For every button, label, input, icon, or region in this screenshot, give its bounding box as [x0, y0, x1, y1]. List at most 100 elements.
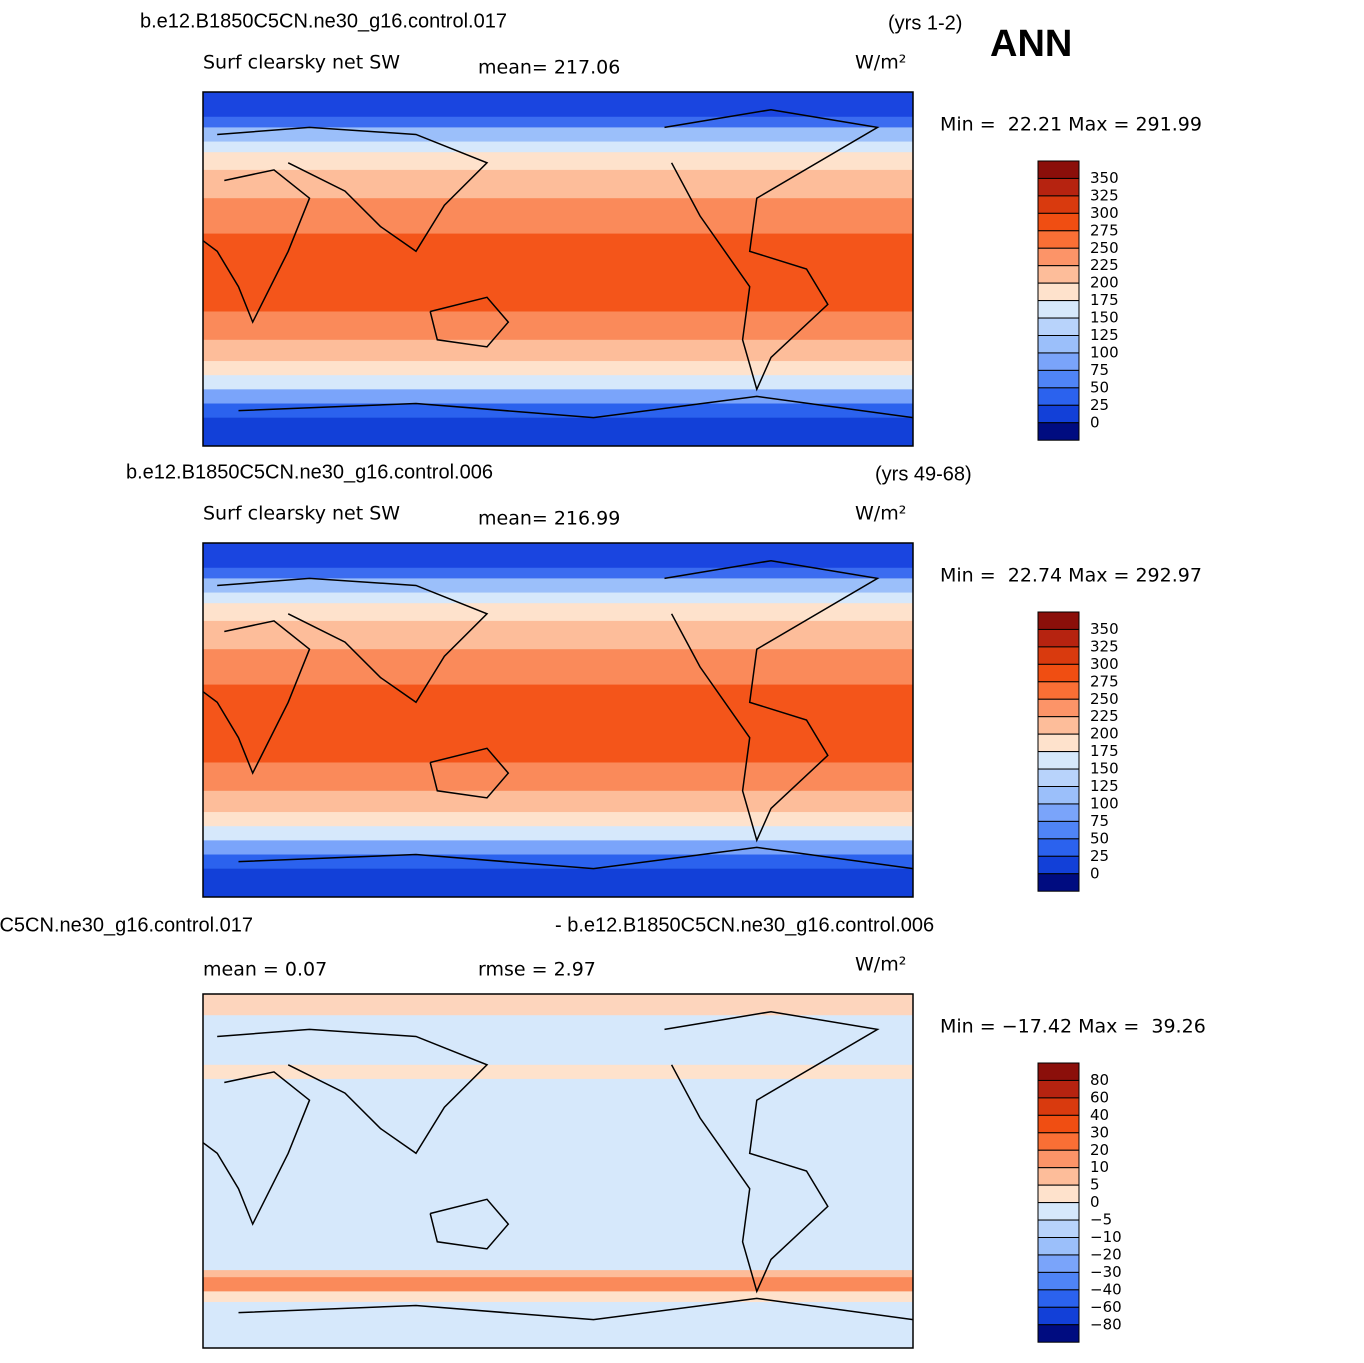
colorbar-label: −20: [1090, 1245, 1122, 1263]
panel-title: b.e12.B1850C5CN.ne30_g16.control.006: [126, 461, 493, 483]
colorbar-label: 30: [1090, 1123, 1109, 1141]
colorbar-box: [1037, 681, 1080, 700]
colorbar-box: [1037, 1289, 1080, 1308]
colorbar-box: [1037, 195, 1080, 214]
colorbar-label: −60: [1090, 1298, 1122, 1316]
stat1: mean= 217.06: [478, 57, 620, 79]
coastline: [429, 1198, 510, 1250]
colorbar-box: [1037, 646, 1080, 665]
panel-title: b.e12.B1850C5CN.ne30_g16.control.017: [0, 914, 253, 936]
units: W/m²: [855, 954, 906, 976]
map-band: [203, 994, 913, 1016]
map-band: [203, 389, 913, 405]
colorbar-label: 175: [1090, 742, 1119, 760]
colorbar-box: [1037, 820, 1080, 840]
stat1: mean= 216.99: [478, 508, 620, 530]
map-band: [203, 592, 913, 604]
colorbar-box: [1037, 247, 1080, 267]
coastline: [217, 577, 489, 704]
map-band: [203, 92, 913, 118]
colorbar-box: [1037, 160, 1080, 179]
colorbar-label: 75: [1090, 812, 1109, 830]
colorbar-box: [1037, 1114, 1080, 1134]
colorbar-label: 225: [1090, 707, 1119, 725]
map-band: [203, 567, 913, 579]
colorbar-box: [1037, 1237, 1080, 1256]
colorbar-box: [1037, 265, 1080, 284]
colorbar-box: [1037, 1149, 1080, 1169]
colorbar-label: 200: [1090, 725, 1119, 743]
map-band: [203, 417, 913, 447]
variable: Surf clearsky net SW: [203, 52, 400, 74]
coastline: [238, 395, 914, 419]
map-band: [203, 1301, 913, 1349]
units: W/m²: [855, 52, 906, 74]
colorbar-label: 100: [1090, 794, 1119, 812]
colorbar-label: 0: [1090, 413, 1100, 431]
colorbar-label: 250: [1090, 690, 1119, 708]
map-band: [203, 361, 913, 376]
coastline: [217, 126, 489, 253]
map-band: [203, 649, 913, 686]
colorbar-label: 25: [1090, 847, 1109, 865]
map-band: [203, 1064, 913, 1080]
colorbar-box: [1037, 1184, 1080, 1204]
coastline: [429, 296, 510, 348]
colorbar-box: [1037, 1079, 1080, 1099]
colorbar-label: 20: [1090, 1141, 1109, 1159]
map-band: [203, 339, 913, 362]
colorbar-box: [1037, 838, 1080, 857]
map-band: [203, 868, 913, 898]
colorbar-label: 125: [1090, 777, 1119, 795]
variable: Surf clearsky net SW: [203, 503, 400, 525]
map-band: [203, 1291, 913, 1303]
colorbar-label: 300: [1090, 655, 1119, 673]
colorbar-box: [1037, 352, 1080, 371]
map-band: [203, 403, 913, 419]
map-band: [203, 826, 913, 841]
colorbar-box: [1037, 1202, 1080, 1221]
map-band: [203, 1270, 913, 1278]
colorbar-box: [1037, 803, 1080, 822]
min-max: Min = −17.42 Max = 39.26: [940, 1016, 1206, 1038]
map-frame: [202, 542, 914, 898]
map-band: [203, 375, 913, 390]
map-band: [203, 116, 913, 128]
map-band: [203, 1277, 913, 1292]
colorbar-label: 50: [1090, 829, 1109, 847]
coastlines: [202, 559, 914, 870]
season-label: ANN: [990, 23, 1072, 65]
map-band: [203, 543, 913, 569]
colorbar-label: 150: [1090, 309, 1119, 327]
map-band: [203, 169, 913, 199]
colorbar-label: 175: [1090, 291, 1119, 309]
colorbar-box: [1037, 751, 1080, 770]
colorbar-label: 300: [1090, 204, 1119, 222]
colorbar-label: 0: [1090, 864, 1100, 882]
map-band: [203, 1015, 913, 1066]
panel-title: b.e12.B1850C5CN.ne30_g16.control.017: [140, 10, 507, 32]
map-band: [203, 762, 913, 792]
coastlines: [202, 108, 914, 419]
colorbar-label: 200: [1090, 274, 1119, 292]
colorbar-label: 275: [1090, 221, 1119, 239]
coastline: [238, 1297, 914, 1321]
colorbar-box: [1037, 230, 1080, 249]
colorbar-box: [1037, 422, 1080, 441]
colorbar-box: [1037, 1219, 1080, 1239]
colorbar-label: 275: [1090, 672, 1119, 690]
colorbar-box: [1037, 1062, 1080, 1081]
colorbar-label: −10: [1090, 1228, 1122, 1246]
colorbar-box: [1037, 733, 1080, 753]
colorbar-box: [1037, 855, 1080, 875]
colorbar-box: [1037, 786, 1080, 805]
colorbar-label: 350: [1090, 620, 1119, 638]
colorbar-label: −80: [1090, 1315, 1122, 1333]
units: W/m²: [855, 503, 906, 525]
map-band: [203, 127, 913, 143]
colorbar-box: [1037, 873, 1080, 892]
coastlines: [202, 1010, 914, 1321]
colorbar-box: [1037, 716, 1080, 735]
map-band: [203, 812, 913, 827]
min-max: Min = 22.74 Max = 292.97: [940, 565, 1202, 587]
